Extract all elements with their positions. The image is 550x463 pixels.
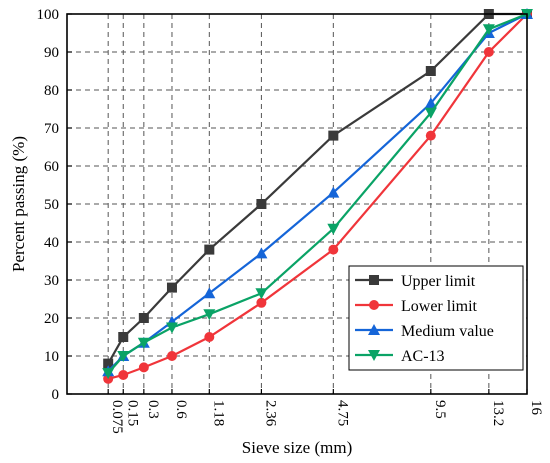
y-tick-label: 90 xyxy=(44,45,59,61)
y-tick-label: 20 xyxy=(44,311,59,327)
x-tick-label: 16 xyxy=(528,400,544,416)
series-line-upper-limit xyxy=(107,12,527,365)
legend-marker-medium-value xyxy=(368,324,380,335)
x-tick-label: 0.15 xyxy=(124,400,140,426)
data-point-ac-13 xyxy=(327,223,340,235)
x-tick-label: 0.3 xyxy=(145,400,161,419)
series-line-lower-limit xyxy=(107,13,528,380)
y-tick-label: 30 xyxy=(44,273,59,289)
data-point-upper-limit xyxy=(425,66,436,76)
x-tick-label: 2.36 xyxy=(262,400,278,427)
x-tick-label: 4.75 xyxy=(334,400,350,426)
legend-label-medium-value: Medium value xyxy=(401,323,494,340)
legend: Upper limit Lower limit Medium value AC-13 xyxy=(348,265,524,371)
y-tick-label: 50 xyxy=(44,197,59,213)
series-line-ac-13 xyxy=(107,12,528,374)
data-point-upper-limit xyxy=(166,282,177,293)
series-ac-13 xyxy=(102,9,533,380)
data-point-ac-13 xyxy=(482,24,495,36)
data-point-upper-limit xyxy=(328,130,339,141)
y-tick-label: 60 xyxy=(44,159,59,175)
data-point-lower-limit xyxy=(166,351,177,361)
y-tick-label: 40 xyxy=(44,235,59,251)
axis-ticks: 0 10 20 30 40 50 60 70 80 90 100 0.075 0.15 0.3 0.6 1.1… xyxy=(37,7,545,434)
data-point-lower-limit xyxy=(483,47,494,57)
series-lower-limit xyxy=(103,9,532,384)
x-axis-title: Sieve size (mm) xyxy=(242,438,352,457)
y-tick-label: 100 xyxy=(37,7,60,23)
legend-marker-ac-13 xyxy=(368,350,380,361)
data-point-lower-limit xyxy=(118,370,129,380)
x-tick-label: 9.5 xyxy=(432,400,448,419)
data-point-ac-13 xyxy=(117,351,130,362)
data-point-lower-limit xyxy=(204,332,215,342)
data-point-ac-13 xyxy=(102,368,115,380)
data-point-medium-value xyxy=(424,97,437,109)
data-point-lower-limit xyxy=(328,244,339,255)
legend-label-ac-13: AC-13 xyxy=(401,348,445,365)
y-tick-label: 70 xyxy=(44,121,59,137)
x-tick-label: 0.075 xyxy=(109,400,125,434)
data-point-lower-limit xyxy=(425,130,436,141)
data-point-upper-limit xyxy=(256,199,267,209)
data-point-ac-13 xyxy=(137,337,150,349)
data-point-ac-13 xyxy=(255,288,268,300)
data-point-lower-limit xyxy=(138,362,149,373)
legend-marker-upper-limit xyxy=(369,275,379,285)
data-point-medium-value xyxy=(255,247,268,259)
data-point-upper-limit xyxy=(138,313,149,323)
data-point-ac-13 xyxy=(424,107,437,119)
series-group xyxy=(102,8,533,384)
data-point-medium-value xyxy=(203,287,216,299)
data-point-ac-13 xyxy=(203,309,216,321)
data-point-upper-limit xyxy=(204,244,215,255)
legend-marker-lower-limit xyxy=(369,300,379,310)
data-point-ac-13 xyxy=(165,322,178,334)
data-point-upper-limit xyxy=(103,358,114,369)
data-point-lower-limit xyxy=(256,297,267,308)
y-tick-label: 0 xyxy=(52,387,60,403)
x-tick-label: 13.2 xyxy=(490,400,506,426)
legend-label-lower-limit: Lower limit xyxy=(401,298,478,315)
y-tick-label: 80 xyxy=(44,83,59,99)
legend-label-upper-limit: Upper limit xyxy=(401,273,476,290)
x-tick-label: 0.6 xyxy=(173,400,189,419)
data-point-medium-value xyxy=(327,186,340,198)
y-tick-label: 10 xyxy=(44,349,59,365)
x-tick-label: 1.18 xyxy=(210,400,226,426)
y-axis-title: Percent passing (%) xyxy=(9,136,28,272)
data-point-upper-limit xyxy=(118,332,129,342)
